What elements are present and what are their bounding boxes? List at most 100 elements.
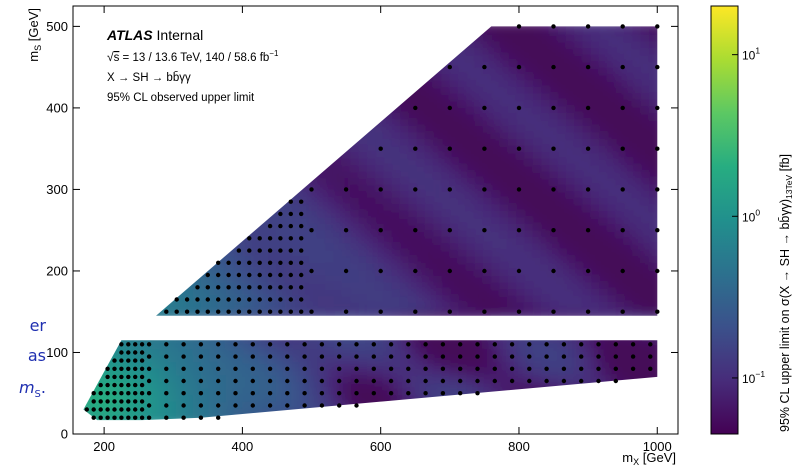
grid-point [126,358,131,363]
grid-point [544,342,549,347]
grid-point [139,374,145,380]
grid-point [527,354,532,359]
x-tick: 800 [508,6,530,454]
grid-point [91,415,96,420]
grid-point [620,105,625,111]
grid-point [250,342,255,347]
grid-point [133,407,138,412]
grid-point [354,342,359,347]
grid-point [164,391,169,396]
grid-point [482,309,487,314]
y-tick-label: 400 [46,100,68,115]
grid-point [278,248,283,253]
grid-point [299,272,304,278]
grid-point [596,378,601,384]
grid-point [112,407,117,412]
grid-point [516,187,522,192]
grid-point [630,354,636,359]
grid-point [112,374,117,380]
grid-point [216,297,221,302]
grid-point [551,268,556,274]
grid-point [105,399,110,404]
grid-point [413,268,418,274]
grid-point [447,228,452,233]
grid-point [126,382,131,388]
plot-frame [72,5,679,435]
colorbar-tick-label: 100 [742,207,760,224]
grid-point [371,342,376,347]
grid-point [247,236,252,241]
grid-point [226,285,231,290]
grid-point [319,366,325,371]
grid-point [354,391,359,396]
grid-point [250,354,255,359]
grid-point [423,342,428,347]
grid-point [406,342,411,347]
grid-point [516,64,522,70]
grid-point [655,268,660,274]
grid-point [516,24,522,29]
grid-point [551,24,556,29]
grid-point [184,297,190,302]
grid-point [139,415,145,420]
y-tick: 300 [46,182,678,197]
atlas-label: ATLAS [106,27,153,43]
grid-point [112,358,117,363]
y-tick-label: 200 [46,263,68,278]
grid-point [475,342,480,347]
grid-point [164,309,169,314]
grid-point [247,285,252,290]
grid-point [475,391,480,396]
grid-point [146,403,152,408]
grid-point [174,297,179,302]
grid-point [278,236,283,241]
grid-point [146,378,152,384]
grid-point [119,366,124,371]
grid-point [378,187,383,192]
grid-point [267,223,273,229]
grid-point [309,187,314,192]
grid-point [119,415,124,420]
grid-point [285,354,290,359]
grid-point [226,309,231,314]
grid-point [139,366,145,371]
grid-point [492,354,497,359]
grid-point [112,366,117,371]
grid-point [299,297,304,302]
grid-point [423,391,428,396]
grid-point [119,391,124,396]
grid-point [236,285,242,290]
grid-point [516,228,522,233]
grid-point [406,366,411,371]
grid-point [492,366,497,371]
grid-point [509,354,515,359]
grid-point [181,403,186,408]
grid-point [119,342,124,347]
grid-point [655,64,660,70]
grid-point [236,272,242,278]
colorbar-tick-label: 10−1 [742,369,765,386]
grid-point [447,64,452,70]
x-tick-label: 600 [370,439,392,454]
grid-point [388,342,394,347]
grid-point [354,354,359,359]
y-tick: 100 [46,345,678,360]
grid-point [119,382,124,388]
grid-point [516,146,522,151]
grid-point [126,391,131,396]
grid-point [509,378,515,384]
grid-point [205,272,210,278]
x-tick: 200 [93,6,115,454]
grid-point [371,354,376,359]
grid-point [648,354,653,359]
grid-point [527,366,532,371]
grid-point [551,64,556,70]
grid-point [247,248,252,253]
grid-point [112,399,117,404]
grid-point [613,354,618,359]
grid-point [288,223,293,229]
grid-point [299,211,304,217]
grid-point [233,354,238,359]
grid-point [388,391,394,396]
grid-point [267,391,273,396]
